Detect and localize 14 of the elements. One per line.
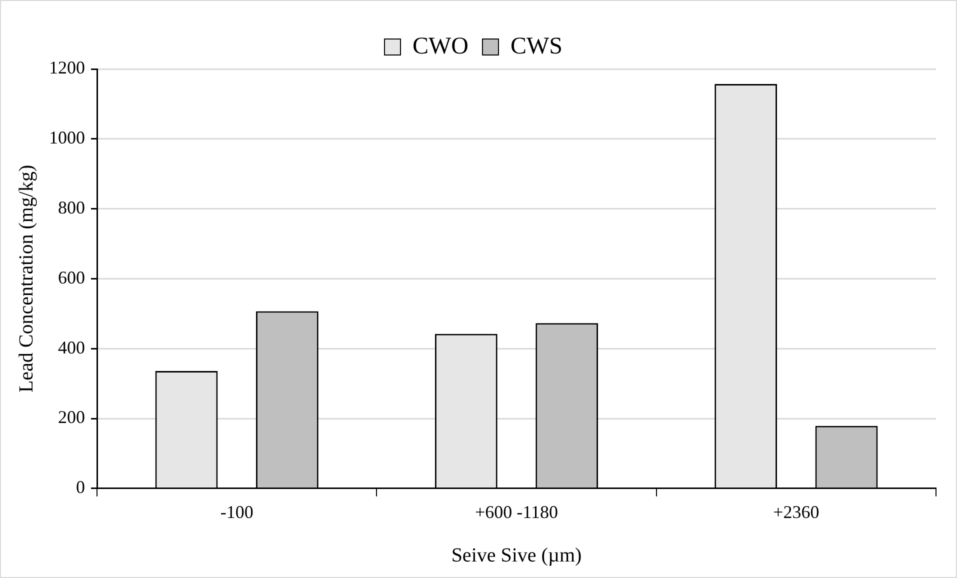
x-tick-label: +600 -1180 bbox=[475, 502, 558, 522]
x-axis-title: Seive Sive (µm) bbox=[451, 544, 582, 566]
y-axis-title: Lead Concentration (mg/kg) bbox=[15, 164, 38, 393]
y-tick-label: 1000 bbox=[49, 128, 85, 148]
y-tick-label: 400 bbox=[58, 337, 85, 358]
x-tick-label: -100 bbox=[220, 502, 254, 522]
y-tick-label: 600 bbox=[58, 267, 85, 288]
legend-label: CWS bbox=[510, 33, 563, 60]
y-tick-label: 200 bbox=[58, 407, 85, 428]
y-tick-label: 0 bbox=[76, 477, 85, 498]
legend-label: CWO bbox=[412, 33, 468, 60]
y-tick-label: 800 bbox=[58, 198, 85, 218]
y-tick-label: 1200 bbox=[49, 58, 85, 78]
x-tick-label: +2360 bbox=[773, 502, 820, 522]
